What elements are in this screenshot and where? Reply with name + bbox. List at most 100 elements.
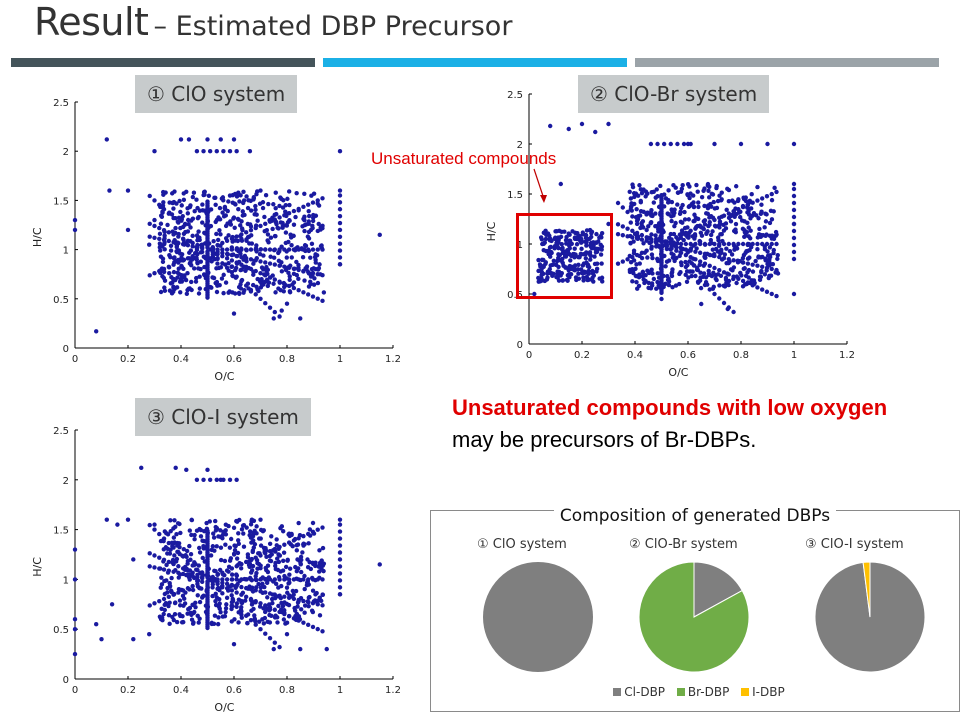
data-point: [229, 593, 234, 598]
x-tick-label: 0.2: [120, 685, 136, 696]
data-point: [649, 239, 654, 244]
data-point: [310, 294, 316, 299]
data-point: [224, 595, 230, 601]
y-tick-label: 2: [63, 147, 69, 158]
data-point: [717, 241, 722, 247]
data-point: [226, 523, 231, 529]
data-point: [736, 207, 741, 212]
data-point: [250, 563, 256, 569]
data-point: [315, 271, 320, 277]
data-point: [712, 217, 717, 223]
data-point: [678, 232, 684, 238]
data-point: [286, 211, 292, 216]
data-point: [229, 577, 235, 582]
data-point: [197, 526, 202, 532]
data-point: [263, 590, 268, 595]
data-point: [315, 247, 320, 252]
data-point: [664, 246, 669, 252]
data-point: [563, 237, 569, 243]
data-point: [628, 260, 634, 265]
data-point: [653, 223, 658, 229]
data-point: [176, 549, 181, 555]
data-point: [579, 240, 584, 245]
data-point: [310, 247, 316, 252]
data-point: [247, 529, 253, 534]
data-point: [185, 206, 190, 211]
data-point: [670, 285, 675, 290]
data-point: [559, 270, 564, 276]
data-point: [717, 296, 722, 301]
data-point: [224, 256, 230, 261]
data-point: [688, 269, 693, 274]
data-point: [281, 617, 287, 622]
data-point: [289, 242, 294, 248]
data-point: [707, 241, 712, 247]
data-point: [267, 548, 273, 554]
data-point: [286, 189, 292, 194]
data-point: [692, 236, 697, 241]
data-point: [218, 477, 223, 482]
data-point: [205, 467, 210, 473]
data-point: [171, 239, 176, 245]
data-point: [641, 209, 646, 215]
data-point: [712, 241, 717, 247]
data-point: [760, 287, 765, 292]
data-point: [190, 194, 196, 200]
pie-label-clo-br: ② ClO-Br system: [629, 537, 738, 552]
data-point: [567, 246, 572, 251]
data-point: [273, 581, 279, 587]
data-point: [213, 591, 218, 596]
data-point: [198, 534, 204, 539]
data-point: [201, 477, 206, 482]
data-point: [310, 624, 316, 630]
data-point: [727, 248, 733, 254]
data-point: [201, 543, 206, 549]
data-point: [247, 532, 252, 538]
data-point: [72, 217, 78, 223]
data-point: [319, 558, 324, 563]
data-point: [296, 288, 301, 293]
data-point: [628, 220, 633, 225]
scatter-points: [72, 137, 382, 334]
data-point: [576, 271, 581, 276]
data-point: [195, 251, 200, 257]
data-point: [731, 241, 736, 247]
data-point: [762, 225, 767, 230]
data-point: [234, 247, 239, 252]
x-tick-label: 1: [337, 685, 343, 696]
data-point: [247, 241, 252, 246]
data-point: [245, 552, 251, 557]
data-point: [180, 571, 186, 577]
data-point: [185, 558, 191, 564]
data-point: [205, 199, 210, 204]
data-point: [765, 141, 770, 147]
data-point: [299, 569, 304, 575]
data-point: [94, 622, 99, 627]
data-point: [196, 291, 202, 296]
data-point: [646, 224, 651, 229]
data-point: [674, 241, 679, 247]
data-point: [180, 258, 186, 263]
data-point: [585, 263, 591, 269]
data-point: [284, 585, 290, 590]
data-point: [125, 517, 131, 522]
data-point: [262, 214, 267, 220]
y-axis-label: H/C: [31, 557, 44, 577]
x-tick-label: 1: [337, 354, 343, 365]
data-point: [310, 200, 316, 205]
data-point: [152, 223, 157, 229]
data-point: [320, 545, 326, 551]
data-point: [172, 611, 178, 617]
data-point: [177, 612, 182, 617]
conclusion-line-1: Unsaturated compounds with low oxygen: [452, 395, 888, 420]
data-point: [740, 241, 746, 247]
data-point: [579, 246, 584, 252]
data-point: [717, 283, 722, 288]
data-point: [147, 564, 152, 569]
data-point: [220, 580, 225, 585]
data-point: [306, 531, 311, 537]
data-point: [755, 184, 760, 190]
data-point: [691, 204, 697, 209]
data-point: [539, 269, 545, 275]
data-point: [234, 194, 240, 199]
